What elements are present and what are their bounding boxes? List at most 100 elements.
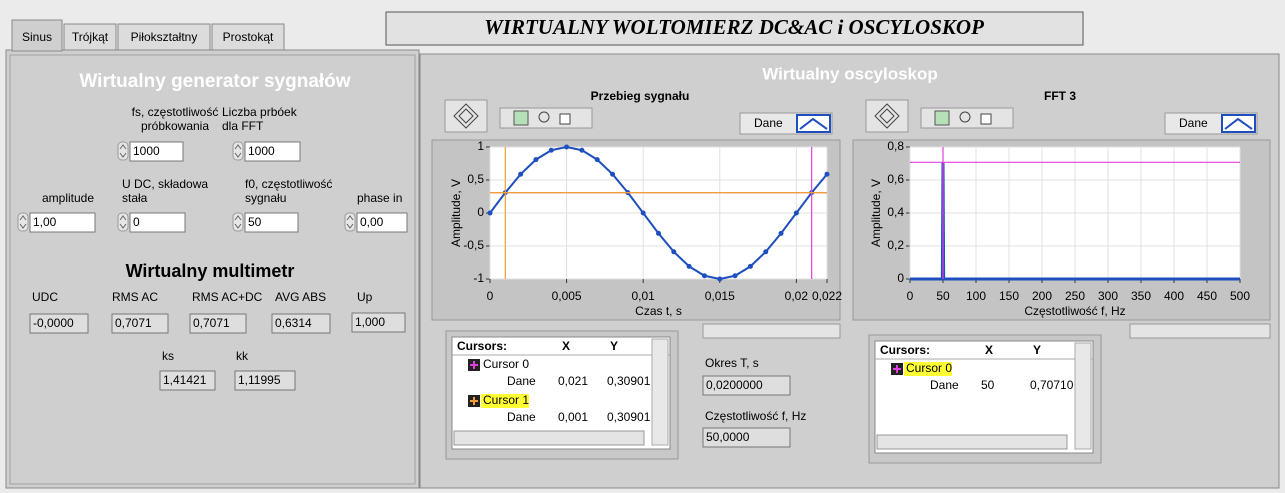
- data-point: [778, 230, 784, 236]
- input-value: 1000: [248, 144, 275, 158]
- indicator-box: [111, 313, 169, 334]
- cursor-table: [874, 340, 1094, 454]
- spinner[interactable]: [232, 212, 244, 232]
- tab-label: Trójkąt: [72, 30, 109, 44]
- y-axis-label: Amplitude, V: [449, 179, 463, 247]
- graph-title: Przebieg sygnału: [591, 89, 690, 103]
- hand-icon: [980, 113, 992, 125]
- page-title: WIRTUALNY WOLTOMIERZ DC&AC i OSCYLOSKOP: [484, 15, 984, 39]
- x-tick-label: 0,022: [812, 289, 842, 303]
- x-tick-label: 0,01: [632, 289, 656, 303]
- y-tick-label: 0: [897, 271, 904, 285]
- table-scrollbar[interactable]: [453, 430, 645, 446]
- spinner-arrows: [346, 215, 354, 229]
- spinner[interactable]: [17, 212, 29, 232]
- control-label: RMS AC+DC: [192, 290, 263, 304]
- data-point: [747, 263, 753, 269]
- control-label: AVG ABS: [275, 290, 326, 304]
- x-tick-label: 150: [999, 289, 1019, 303]
- indicator-box: [271, 313, 331, 334]
- indicator-box: [189, 313, 247, 334]
- control-label: Okres T, s: [705, 356, 759, 370]
- control-label: Liczba prbóek: [222, 105, 298, 119]
- graph-scrollbar[interactable]: [1129, 323, 1271, 339]
- cursor-icon-cross: [470, 361, 478, 369]
- spinner[interactable]: [344, 212, 356, 232]
- table-header: Y: [1033, 343, 1041, 357]
- pan-tool[interactable]: [444, 99, 488, 133]
- input-box[interactable]: [244, 212, 299, 233]
- legend-line: [1224, 117, 1253, 130]
- legend-label: Dane: [754, 116, 783, 130]
- indicator-box: [159, 370, 216, 391]
- spinner[interactable]: [232, 141, 244, 161]
- data-point: [717, 276, 723, 282]
- data-point: [610, 171, 616, 177]
- tab[interactable]: [11, 19, 63, 52]
- spinner-arrows: [19, 215, 27, 229]
- control-label: kk: [236, 349, 249, 363]
- input-box[interactable]: [129, 212, 186, 233]
- y-tick-label: 0: [477, 205, 484, 219]
- tab-label: Piłokształtny: [131, 30, 198, 44]
- data-point: [793, 210, 799, 216]
- indicator-box: [702, 427, 791, 448]
- indicator-box: [29, 313, 89, 334]
- cursor-name: Cursor 0: [483, 357, 529, 371]
- graph-scrollbar[interactable]: [702, 323, 841, 339]
- cursor-x: 0,021: [558, 374, 588, 388]
- generator-inner: [9, 54, 416, 485]
- tab[interactable]: [211, 23, 285, 51]
- tab[interactable]: [117, 23, 211, 51]
- graph-title: FFT 3: [1044, 89, 1076, 103]
- control-label: próbkowania: [141, 119, 209, 133]
- data-point: [701, 273, 707, 279]
- control-label: dla FFT: [222, 119, 264, 133]
- spinner[interactable]: [117, 212, 129, 232]
- table-header: X: [562, 339, 570, 353]
- table-header: Cursors:: [457, 339, 507, 353]
- tab[interactable]: [63, 23, 117, 51]
- pan-tool[interactable]: [865, 99, 909, 133]
- data-point: [564, 144, 570, 150]
- multimeter-title: Wirtualny multimetr: [126, 261, 295, 281]
- x-tick-label: 0,02: [785, 289, 809, 303]
- zoom-icon: [959, 111, 971, 123]
- input-value: 50: [248, 215, 262, 229]
- control-label: phase in: [357, 191, 402, 205]
- x-tick-label: 50: [936, 289, 950, 303]
- input-box[interactable]: [244, 141, 301, 162]
- table-header: Cursors:: [880, 343, 930, 357]
- x-tick-label: 400: [1164, 289, 1184, 303]
- y-tick-label: 0,4: [887, 205, 904, 219]
- spinner-arrows: [234, 144, 242, 158]
- legend-label: Dane: [1179, 116, 1208, 130]
- input-box[interactable]: [29, 212, 96, 233]
- hand-icon: [559, 113, 571, 125]
- pan-icon: [453, 103, 479, 129]
- scope-title: Wirtualny oscyloskop: [762, 64, 938, 83]
- input-box[interactable]: [129, 141, 184, 162]
- y-tick-label: -0,5: [463, 238, 484, 252]
- input-box[interactable]: [356, 212, 408, 233]
- y-tick-label: 1: [477, 139, 484, 153]
- spinner[interactable]: [117, 141, 129, 161]
- x-tick-label: 500: [1230, 289, 1250, 303]
- control-label: UDC: [32, 290, 58, 304]
- control-label: stała: [122, 191, 148, 205]
- control-label: ks: [162, 349, 174, 363]
- indicator-box: [234, 370, 296, 391]
- table-header: X: [985, 343, 993, 357]
- y-tick-label: 0,8: [887, 139, 904, 153]
- table-scrollbar[interactable]: [876, 434, 1068, 450]
- table-vscroll[interactable]: [1074, 342, 1092, 450]
- data-point: [732, 273, 738, 279]
- indicator-value: 50,0000: [706, 430, 750, 444]
- indicator-box: [702, 375, 791, 396]
- table-vscroll[interactable]: [651, 338, 669, 446]
- cursor-icon-cross: [893, 365, 901, 373]
- indicator-value: 0,7071: [115, 316, 152, 330]
- x-tick-label: 300: [1098, 289, 1118, 303]
- indicator-value: 0,6314: [275, 316, 312, 330]
- x-tick-label: 0: [487, 289, 494, 303]
